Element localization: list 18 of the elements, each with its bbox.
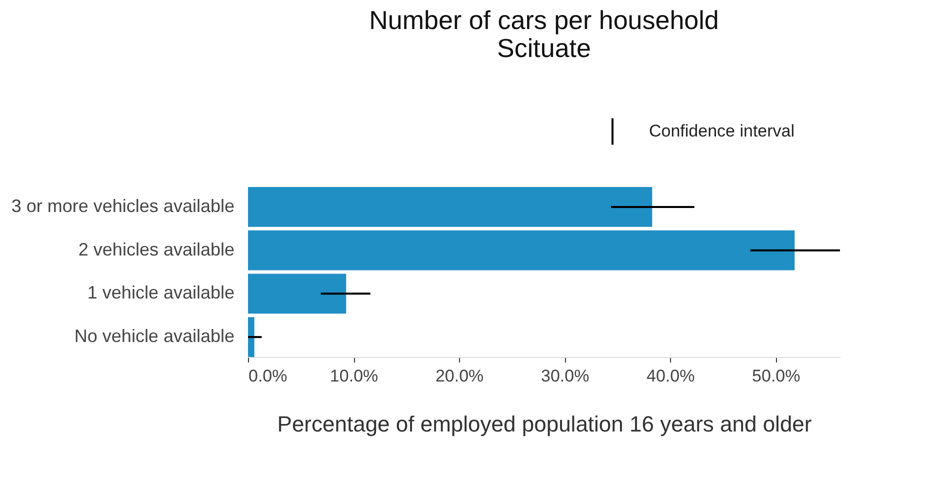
bar [248,274,346,314]
y-tick-label: 2 vehicles available [78,239,234,260]
x-tick-label: 30.0% [540,366,590,386]
x-tick-label: 40.0% [646,366,695,386]
text: Scituate [497,33,591,63]
y-tick-label: 1 vehicle available [87,282,234,303]
bar [248,317,254,357]
text: Confidence interval [649,122,795,140]
x-tick-label: 20.0% [435,366,484,386]
bar [248,187,652,227]
y-tick-label: 3 or more vehicles available [11,196,234,216]
x-axis-title: Percentage of employed population 16 years and older [277,412,812,436]
x-tick-label: 50.0% [752,366,800,386]
text: Number of cars per household [369,5,719,35]
x-tick-label: 10.0% [330,366,378,386]
y-tick-label: No vehicle available [74,326,234,346]
x-tick-label: 0.0% [248,366,288,386]
bar [248,230,795,270]
